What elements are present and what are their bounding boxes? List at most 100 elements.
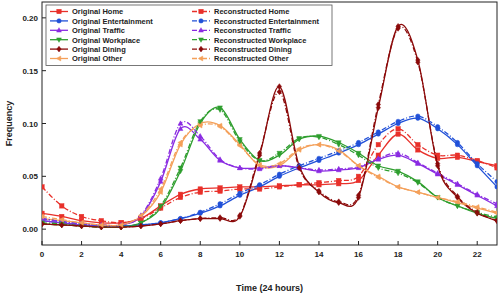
- x-tick-label: 12: [275, 250, 284, 259]
- y-tick: [42, 123, 46, 124]
- series-marker: [178, 140, 182, 145]
- series-marker: [198, 123, 202, 128]
- chart: 02468101214161820220.000.050.100.150.20T…: [0, 0, 500, 302]
- series-marker: [297, 146, 301, 151]
- legend-marker: [57, 46, 61, 52]
- series-marker: [376, 166, 381, 170]
- series-marker: [376, 142, 380, 146]
- legend-label: Reconstructed Home: [214, 7, 289, 16]
- series-marker: [396, 171, 401, 175]
- series-marker: [356, 174, 360, 178]
- series-marker: [237, 143, 241, 148]
- series-marker: [356, 140, 360, 144]
- legend-marker: [57, 19, 61, 23]
- y-tick: [42, 229, 46, 230]
- series-marker: [277, 151, 282, 155]
- legend-label: Original Entertainment: [72, 17, 153, 26]
- series-marker: [237, 165, 242, 169]
- x-tick: [477, 241, 478, 245]
- series-marker: [79, 214, 83, 218]
- x-tick-label: 14: [315, 250, 324, 259]
- series-marker: [356, 192, 360, 198]
- series-marker: [297, 137, 302, 141]
- series-marker: [257, 150, 261, 156]
- series-line: [42, 134, 497, 223]
- series-marker: [455, 194, 459, 200]
- y-tick-label: 0.05: [22, 172, 38, 181]
- x-tick-label: 8: [198, 250, 203, 259]
- series-marker: [218, 157, 223, 161]
- series-marker: [277, 161, 281, 166]
- series-marker: [257, 183, 261, 187]
- series: [42, 114, 497, 228]
- series-line: [42, 118, 497, 226]
- legend-marker: [57, 9, 61, 13]
- series-line: [42, 122, 497, 226]
- series-marker: [138, 213, 142, 218]
- series-marker: [376, 156, 381, 160]
- series: [42, 26, 497, 230]
- y-tick-label: 0.20: [22, 14, 38, 23]
- series-line: [42, 27, 497, 227]
- series-marker: [238, 187, 242, 191]
- series-line: [42, 107, 497, 227]
- series-marker: [435, 171, 440, 175]
- series-marker: [297, 183, 301, 187]
- series-marker: [218, 189, 222, 193]
- series: [42, 23, 497, 229]
- series-marker: [356, 153, 361, 157]
- series-marker: [159, 221, 163, 227]
- legend-label: Original Home: [72, 7, 123, 16]
- series-marker: [455, 181, 460, 185]
- series-marker: [59, 217, 63, 222]
- series-marker: [257, 187, 261, 191]
- series-marker: [79, 220, 83, 225]
- series-marker: [317, 167, 322, 171]
- series-marker: [435, 195, 439, 200]
- series-marker: [198, 134, 203, 138]
- series-line: [42, 122, 497, 226]
- series-marker: [396, 119, 400, 123]
- series-marker: [415, 190, 419, 195]
- series: [42, 106, 497, 230]
- series: [42, 108, 497, 230]
- series-marker: [317, 188, 321, 194]
- series-line: [42, 127, 497, 226]
- series-marker: [435, 196, 440, 200]
- series: [42, 121, 497, 227]
- legend-label: Reconstructed Entertainment: [214, 17, 320, 26]
- legend: Original HomeOriginal EntertainmentOrigi…: [46, 5, 332, 65]
- x-tick-label: 6: [158, 250, 163, 259]
- series-marker: [416, 148, 420, 152]
- series-marker: [198, 190, 202, 194]
- series-marker: [356, 163, 360, 168]
- x-tick: [239, 241, 240, 245]
- series-marker: [435, 124, 439, 128]
- series-marker: [455, 204, 460, 208]
- series-marker: [178, 195, 182, 199]
- x-tick: [42, 241, 43, 245]
- series-marker: [376, 175, 380, 180]
- series-marker: [356, 164, 361, 168]
- series-marker: [217, 124, 221, 129]
- series-marker: [218, 215, 222, 221]
- series-marker: [42, 221, 44, 227]
- series-marker: [495, 185, 497, 189]
- y-tick-label: 0.00: [22, 225, 38, 234]
- series-marker: [495, 218, 497, 224]
- series-line: [42, 124, 497, 226]
- legend-label: Reconstructed Other: [214, 54, 289, 63]
- legend-label: Reconstructed Dining: [214, 45, 292, 54]
- series-marker: [42, 214, 44, 219]
- series-marker: [297, 165, 301, 171]
- series-marker: [495, 179, 497, 183]
- series: [42, 132, 497, 225]
- series-line: [42, 116, 497, 226]
- series-line: [42, 109, 497, 228]
- series-marker: [60, 222, 64, 228]
- series-marker: [198, 216, 202, 222]
- x-tick-label: 18: [394, 250, 403, 259]
- series-marker: [159, 221, 163, 227]
- y-tick: [42, 17, 46, 18]
- series-marker: [376, 130, 380, 134]
